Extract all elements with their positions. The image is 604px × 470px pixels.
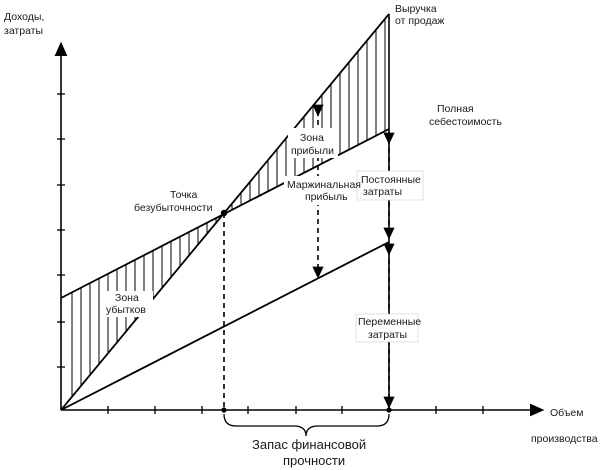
x-axis-ticks	[107, 406, 484, 414]
profit-zone-label-line1: Зона	[300, 132, 324, 144]
safety-margin-label-line1: Запас финансовой	[252, 437, 366, 452]
loss-zone-label-bg	[103, 291, 153, 317]
safety-margin-label-line2: прочности	[283, 453, 345, 468]
right-axis-point	[386, 407, 392, 413]
revenue-label-line1: Выручка	[395, 3, 437, 15]
y-axis-label-line1: Доходы,	[4, 11, 44, 23]
profit-zone-label-line2: прибыли	[291, 145, 334, 157]
variable-label-line1: Переменные	[358, 316, 421, 328]
y-axis-label-line2: затраты	[4, 25, 43, 37]
margin-label-line1: Маржинальная	[287, 179, 361, 191]
fixed-label-line1: Постоянные	[361, 174, 421, 186]
y-axis-ticks	[57, 93, 65, 368]
variable-label-bg	[355, 313, 419, 343]
margin-label-bg	[284, 176, 363, 205]
total-cost-label-line2: себестоимость	[429, 116, 502, 128]
safety-margin-brace	[223, 413, 390, 437]
margin-label-line2: прибыль	[305, 191, 348, 203]
loss-zone-label-line2: убытков	[106, 304, 146, 316]
variable-label-line2: затраты	[368, 329, 407, 341]
breakeven-axis-point	[221, 407, 227, 413]
total-cost-label-line1: Полная	[437, 103, 474, 115]
fixed-label-bg	[356, 170, 424, 201]
profit-zone-label-bg	[288, 128, 338, 158]
x-axis-label-line1: Объем	[550, 407, 583, 419]
revenue-label-line2: от продаж	[395, 15, 444, 27]
fixed-label-line2: затраты	[363, 186, 402, 198]
x-axis-label-line2: производства	[531, 433, 598, 445]
breakeven-label-line2: безубыточности	[134, 202, 213, 214]
variable-cost-line	[60, 241, 390, 411]
breakeven-label-line1: Точка	[170, 189, 197, 201]
loss-zone-label-line1: Зона	[115, 292, 139, 304]
